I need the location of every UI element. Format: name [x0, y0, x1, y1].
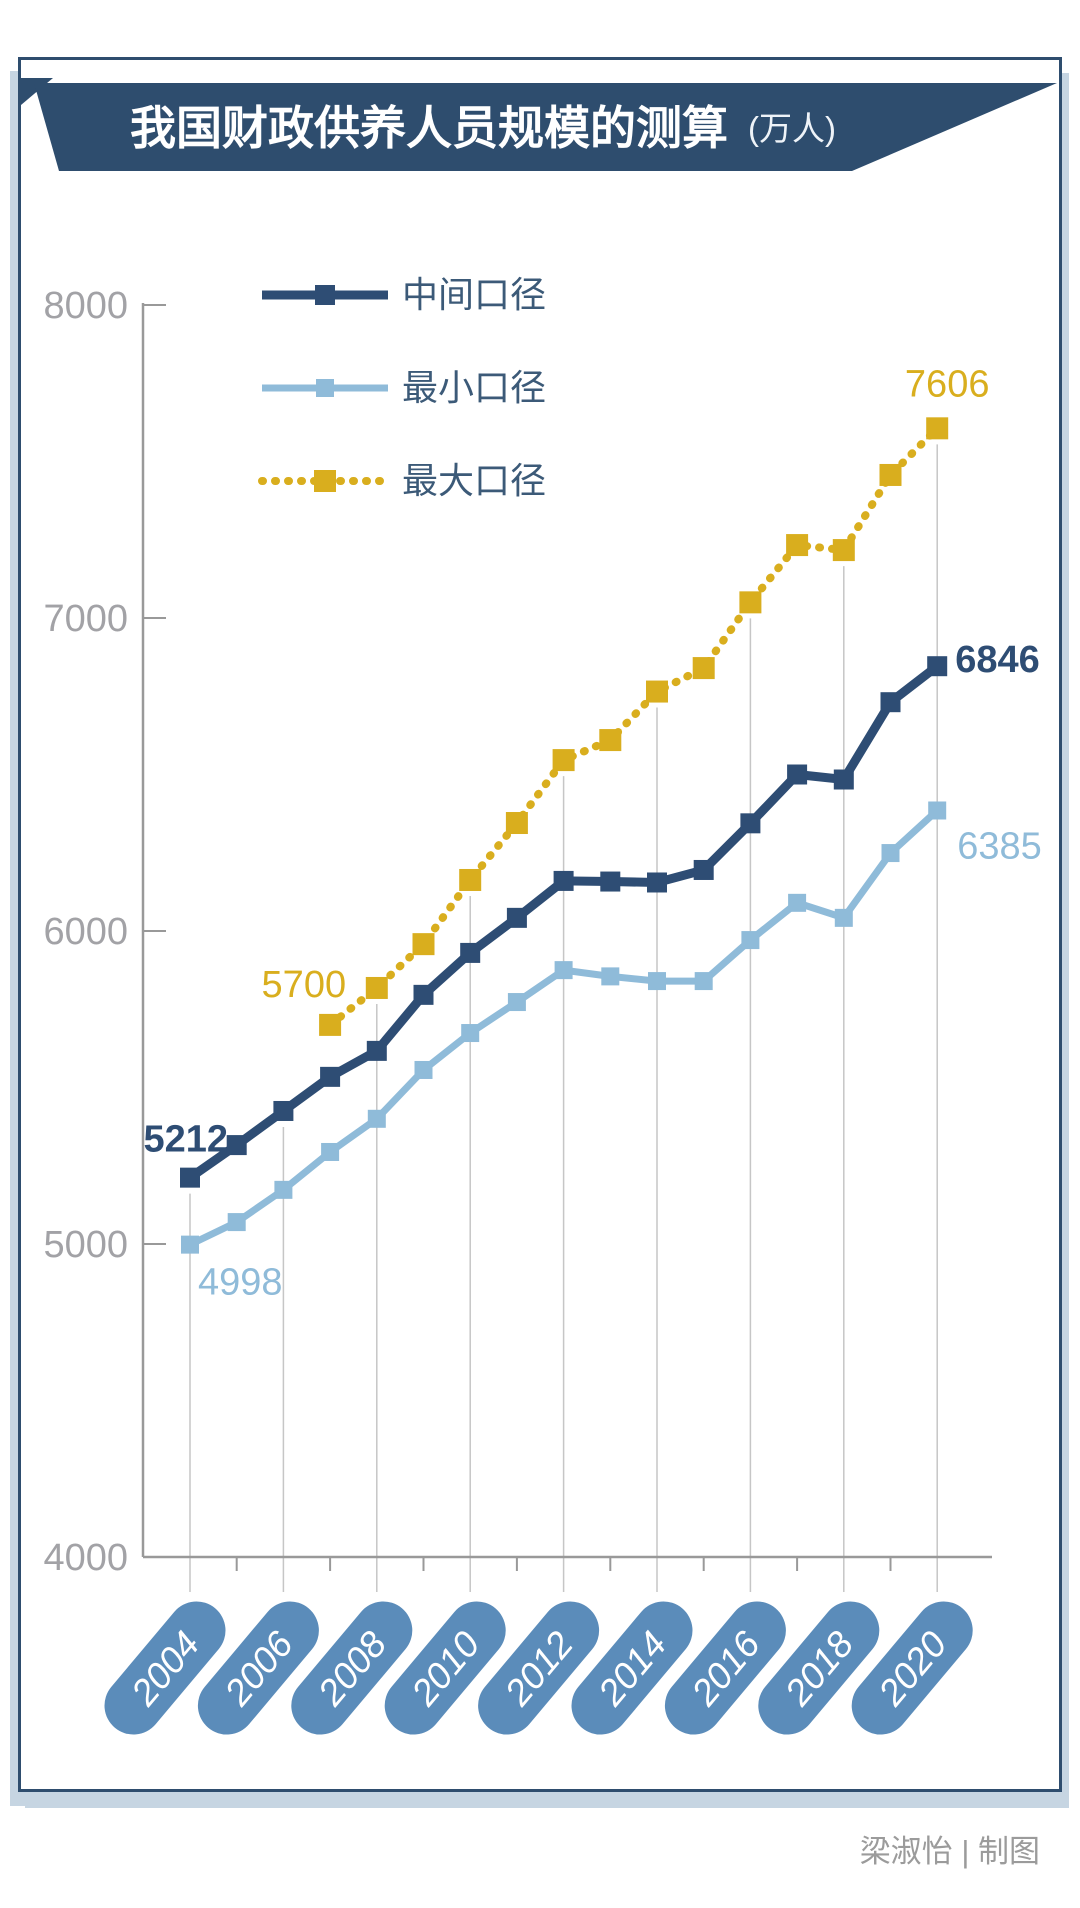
point-value-label: 6385 [957, 825, 1042, 867]
data-point [834, 908, 853, 927]
point-value-label: 7606 [905, 363, 990, 405]
legend-marker [316, 379, 334, 397]
data-point [505, 812, 528, 835]
data-point [739, 591, 762, 614]
data-point [553, 870, 574, 891]
y-tick-label: 6000 [43, 911, 128, 953]
page-title: 我国财政供养人员规模的测算 [130, 102, 728, 154]
pill-background [104, 1601, 226, 1735]
legend-marker [315, 285, 335, 305]
pill-background [758, 1601, 880, 1735]
data-point [460, 942, 481, 963]
data-point [646, 680, 668, 703]
data-point [180, 1167, 200, 1188]
data-point [321, 1142, 340, 1161]
series-最小口径 [181, 801, 947, 1254]
legend-label: 最大口径 [402, 460, 546, 501]
legend-item-中间口径: 中间口径 [262, 274, 546, 315]
point-value-label: 4998 [198, 1262, 283, 1304]
y-tick-label: 8000 [43, 285, 128, 327]
legend-item-最大口径: 最大口径 [258, 460, 546, 501]
data-point [227, 1213, 246, 1232]
point-value-label: 6846 [955, 639, 1040, 681]
data-point [459, 868, 482, 891]
pill-background [851, 1601, 973, 1735]
pill-background [664, 1601, 786, 1735]
data-point [928, 801, 947, 820]
pill-background [291, 1601, 413, 1735]
data-point [880, 692, 901, 713]
data-point [226, 1135, 247, 1156]
point-value-label: 5212 [143, 1119, 228, 1161]
y-tick-labels: 8000 7000 6000 5000 4000 [43, 285, 128, 1579]
data-point [506, 907, 527, 928]
data-series [180, 417, 949, 1254]
data-point [274, 1180, 293, 1199]
legend-label: 中间口径 [402, 274, 546, 315]
legend-marker [314, 470, 336, 492]
legend-label: 最小口径 [402, 367, 546, 408]
data-point [881, 844, 900, 863]
data-point [554, 961, 573, 980]
data-point [647, 872, 667, 893]
data-point [692, 657, 715, 680]
data-point [879, 463, 902, 486]
y-tick-label: 7000 [43, 598, 128, 640]
data-point [832, 539, 855, 562]
pill-background [571, 1601, 693, 1735]
y-tick-label: 4000 [43, 1537, 128, 1579]
data-point [741, 931, 760, 950]
data-point [788, 893, 807, 912]
series-中间口径 [180, 656, 948, 1188]
data-point [693, 859, 714, 880]
pill-background [384, 1601, 506, 1735]
data-point [365, 976, 388, 999]
legend-item-最小口径: 最小口径 [262, 367, 546, 408]
chart-card [18, 57, 1062, 1792]
data-point [927, 656, 948, 677]
data-point [507, 993, 526, 1012]
data-point [833, 769, 854, 790]
data-labels: 5212 4998 5700 6846 6385 7606 [143, 363, 1041, 1303]
data-point [786, 534, 809, 557]
data-point [926, 417, 949, 440]
data-point [601, 967, 620, 986]
axes [141, 303, 992, 1559]
data-point [414, 1060, 433, 1079]
series-最大口径 [319, 417, 949, 1036]
data-point [694, 972, 713, 991]
data-point [273, 1100, 294, 1121]
x-axis-labels: 2004 2006 2008 2010 2012 2014 2016 2018 2020 [104, 1601, 973, 1735]
pill-background [478, 1601, 600, 1735]
data-point [787, 764, 808, 785]
page-title-unit: (万人) [748, 110, 836, 147]
point-value-label: 5700 [262, 964, 347, 1006]
data-point [367, 1109, 386, 1128]
data-point [181, 1235, 199, 1254]
data-point [366, 1040, 387, 1061]
data-point [740, 813, 761, 834]
gridlines [189, 444, 938, 1592]
data-point [412, 933, 435, 956]
data-point [319, 1013, 342, 1036]
data-point [599, 729, 622, 752]
title-banner [34, 83, 1057, 171]
data-point [461, 1024, 480, 1043]
data-point [413, 984, 434, 1005]
data-point [320, 1066, 341, 1087]
data-point [552, 749, 575, 772]
y-tick-label: 5000 [43, 1224, 128, 1266]
credit-text: 梁淑怡 | 制图 [860, 1834, 1040, 1869]
pill-background [197, 1601, 319, 1735]
data-point [600, 871, 621, 892]
data-point [648, 972, 666, 991]
